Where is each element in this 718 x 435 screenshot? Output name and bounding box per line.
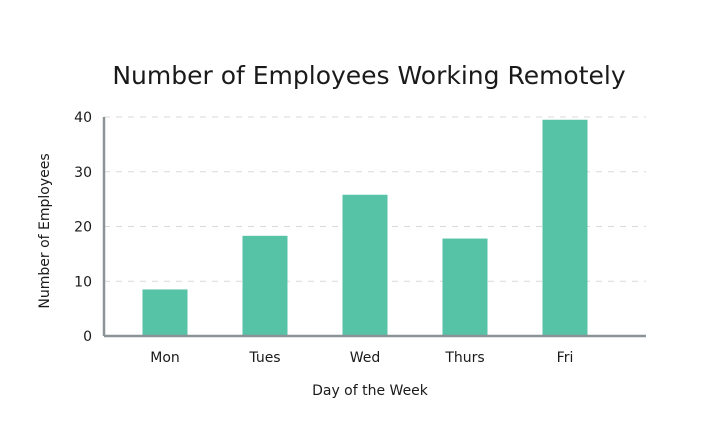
bar-mon bbox=[142, 289, 188, 336]
y-tick-label: 0 bbox=[83, 329, 92, 345]
x-axis-title: Day of the Week bbox=[312, 383, 429, 399]
x-tick-label: Tues bbox=[248, 350, 280, 366]
y-tick-label: 40 bbox=[74, 110, 92, 126]
bar-wed bbox=[342, 194, 388, 336]
chart-title: Number of Employees Working Remotely bbox=[112, 61, 626, 90]
y-tick-label: 30 bbox=[74, 165, 92, 181]
y-tick-label: 20 bbox=[74, 220, 92, 236]
x-tick-label: Wed bbox=[350, 350, 381, 366]
y-tick-label: 10 bbox=[74, 274, 92, 290]
y-axis-title: Number of Employees bbox=[37, 153, 53, 308]
x-tick-label: Mon bbox=[150, 350, 180, 366]
x-tick-labels: Mon Tues Wed Thurs Fri bbox=[150, 350, 573, 366]
bar-tues bbox=[242, 235, 288, 336]
x-tick-label: Thurs bbox=[444, 350, 484, 366]
bar-fri bbox=[542, 119, 588, 336]
bars bbox=[142, 119, 588, 336]
y-tick-labels: 0 10 20 30 40 bbox=[74, 110, 92, 345]
x-tick-label: Fri bbox=[557, 350, 574, 366]
bar-thurs bbox=[442, 238, 488, 336]
